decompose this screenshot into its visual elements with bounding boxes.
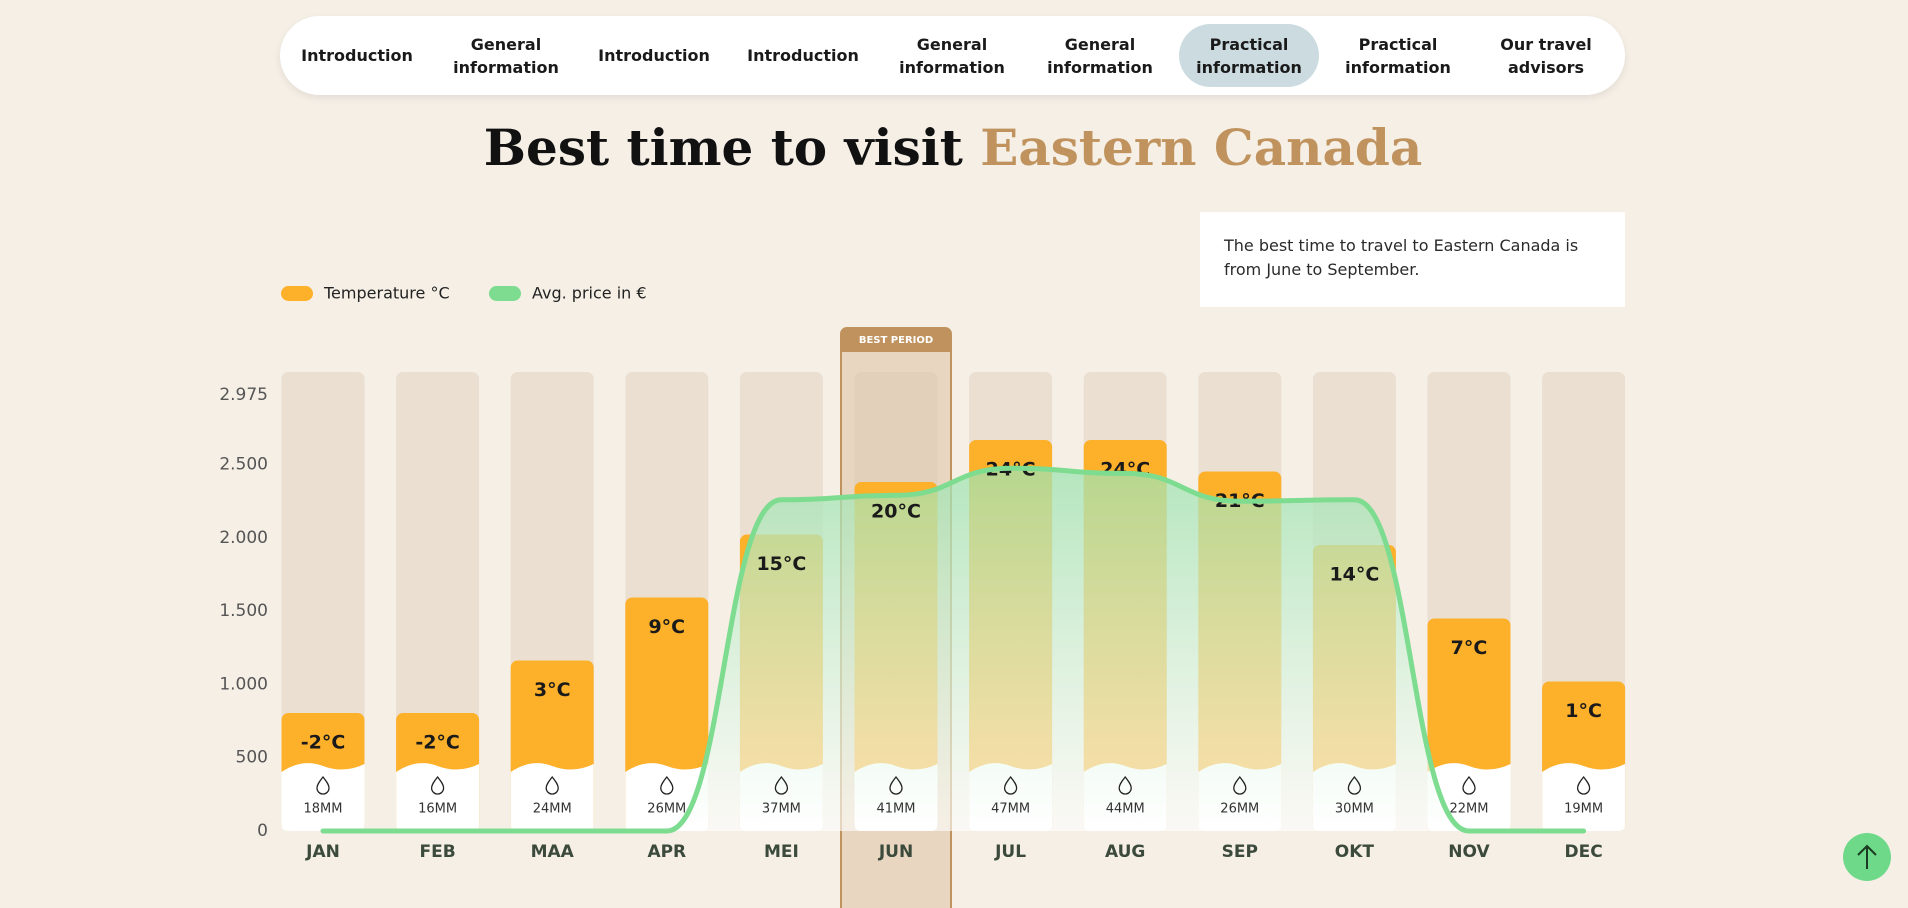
x-tick-label: NOV xyxy=(1448,842,1490,862)
nav-item[interactable]: Practical information xyxy=(1345,34,1451,77)
best-period-label: BEST PERIOD xyxy=(859,335,933,346)
price-line xyxy=(320,465,1587,834)
y-tick-label: 2.000 xyxy=(219,528,268,548)
temperature-label: 14°C xyxy=(1329,564,1379,586)
x-tick-label: SEP xyxy=(1222,842,1258,862)
temperature-label: 24°C xyxy=(1100,459,1150,481)
title-highlight: Eastern Canada xyxy=(980,118,1422,177)
y-tick-label: 1.500 xyxy=(219,601,268,621)
legend-swatch xyxy=(489,286,521,301)
price-area xyxy=(323,468,1584,831)
legend-label: Temperature °C xyxy=(323,284,450,303)
y-tick-label: 1.000 xyxy=(219,674,268,694)
nav-item[interactable]: Introduction xyxy=(301,46,413,65)
page-title: Best time to visit Eastern Canada xyxy=(484,118,1422,177)
rain-drop xyxy=(545,775,559,795)
nav-item[interactable]: General information xyxy=(899,34,1005,77)
nav-item[interactable]: General information xyxy=(453,34,559,77)
rain-drop-icon xyxy=(1462,775,1476,795)
x-tick-label: MAA xyxy=(531,842,575,862)
rain-label: 26MM xyxy=(1220,802,1259,817)
rain-drop xyxy=(889,775,903,795)
rain-panel xyxy=(396,763,480,831)
rain-label: 16MM xyxy=(418,802,457,817)
rain-drop xyxy=(1003,775,1018,795)
y-tick-label: 2.975 xyxy=(219,385,268,405)
rain-label: 19MM xyxy=(1564,802,1603,817)
rain-label: 24MM xyxy=(533,802,572,817)
x-tick-label: DEC xyxy=(1564,842,1602,862)
rain-drop-icon xyxy=(1118,775,1132,795)
rain-drop xyxy=(774,775,789,795)
x-tick-label: JUN xyxy=(878,842,913,862)
rain-drop-icon xyxy=(1233,775,1247,795)
best-period-tab xyxy=(841,328,951,352)
x-tick-label: MEI xyxy=(764,842,799,862)
info-box: The best time to travel to Eastern Canad… xyxy=(1200,212,1625,307)
rain-drop-icon xyxy=(774,775,789,795)
x-tick-label: JAN xyxy=(305,842,340,862)
temperature-label: -2°C xyxy=(415,732,460,754)
rain-drop-icon xyxy=(1003,775,1018,795)
temperature-label: 7°C xyxy=(1451,637,1488,659)
title-text: Best time to visit xyxy=(484,118,963,177)
nav-item[interactable]: Our travel advisors xyxy=(1500,34,1592,77)
rain-label: 26MM xyxy=(647,802,686,817)
rain-panel xyxy=(510,763,594,831)
temperature-label: 20°C xyxy=(871,501,921,523)
rain-drop xyxy=(316,775,330,795)
rain-drop xyxy=(1576,775,1591,795)
rain-label: 18MM xyxy=(304,802,343,817)
rain-drop xyxy=(430,775,445,795)
temperature-label: 1°C xyxy=(1565,700,1602,722)
rain-panel xyxy=(1542,763,1626,831)
y-tick-label: 0 xyxy=(257,821,268,841)
x-tick-label: JUL xyxy=(994,842,1026,862)
rain-label: 47MM xyxy=(991,802,1030,817)
x-tick-label: FEB xyxy=(420,842,456,862)
rain-drop xyxy=(1118,775,1132,795)
rain-drop-icon xyxy=(1347,775,1362,795)
nav-bar: Introduction General information Introduct… xyxy=(280,16,1625,95)
nav-item[interactable]: Introduction xyxy=(598,46,710,65)
rain-drop-icon xyxy=(660,775,674,795)
temperature-label: 15°C xyxy=(756,553,806,575)
nav-item[interactable]: General information xyxy=(1047,34,1153,77)
nav-item[interactable]: Introduction xyxy=(747,46,859,65)
legend-swatch xyxy=(281,286,313,301)
rain-label: 41MM xyxy=(877,802,916,817)
rain-drop-icon xyxy=(889,775,903,795)
rain-drop-icon xyxy=(1576,775,1591,795)
rain-label: 44MM xyxy=(1106,802,1145,817)
rain-drop xyxy=(1347,775,1362,795)
rain-drop xyxy=(1462,775,1476,795)
temperature-label: 9°C xyxy=(648,616,685,638)
rain-label: 22MM xyxy=(1450,802,1489,817)
y-tick-label: 2.500 xyxy=(219,455,268,475)
rain-label: 37MM xyxy=(762,802,801,817)
rain-drop-icon xyxy=(430,775,445,795)
rain-drop-icon xyxy=(316,775,330,795)
x-tick-label: OKT xyxy=(1335,842,1375,862)
x-tick-label: AUG xyxy=(1105,842,1145,862)
rain-drop xyxy=(1233,775,1247,795)
rain-drop xyxy=(660,775,674,795)
x-tick-label: APR xyxy=(647,842,686,862)
rain-drop-icon xyxy=(545,775,559,795)
rain-panel xyxy=(281,763,365,831)
nav-item[interactable]: Practical information xyxy=(1179,24,1319,87)
rain-label: 30MM xyxy=(1335,802,1374,817)
legend-label: Avg. price in € xyxy=(532,284,647,303)
temperature-label: -2°C xyxy=(301,732,346,754)
y-tick-label: 500 xyxy=(236,748,268,768)
temperature-label: 3°C xyxy=(534,679,571,701)
